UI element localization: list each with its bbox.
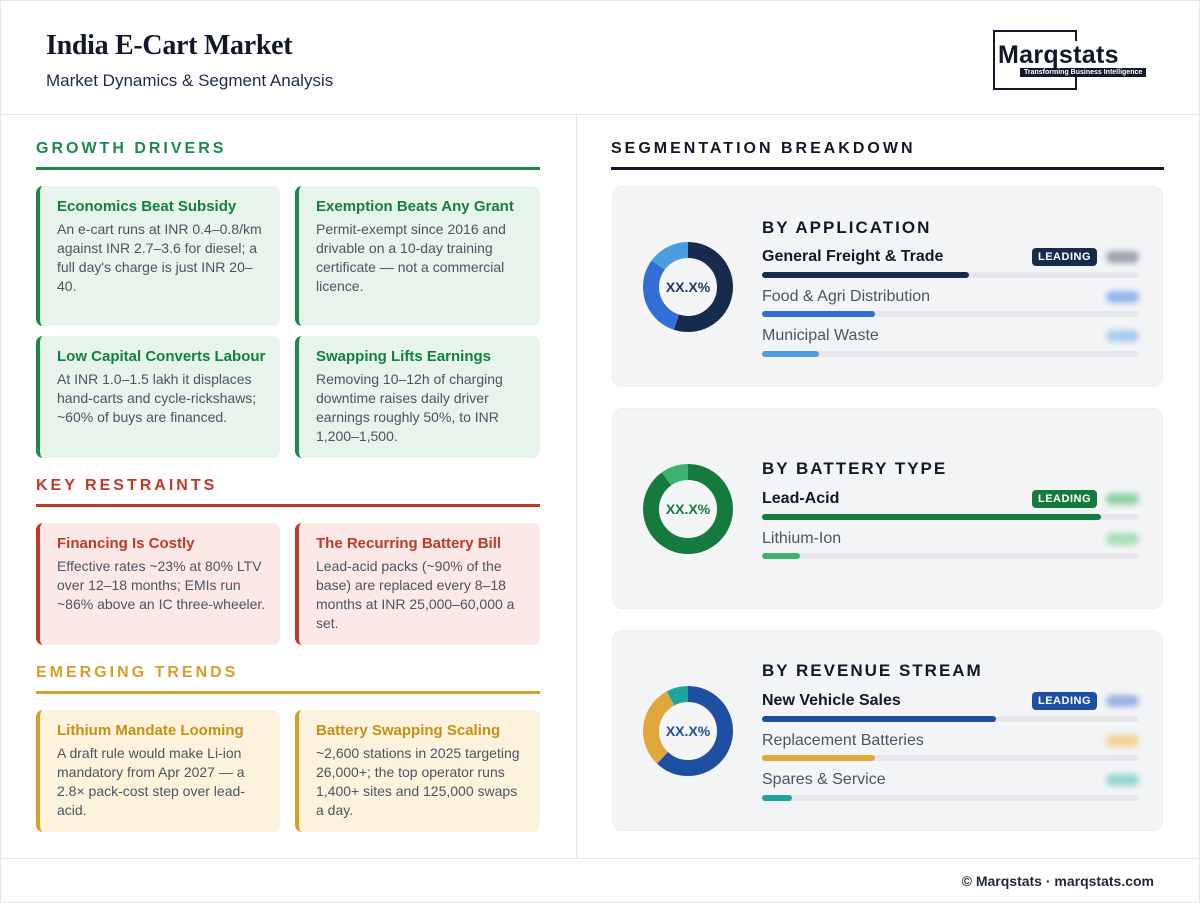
segment-label: Spares & Service bbox=[762, 771, 886, 788]
segment-bar-track bbox=[762, 311, 1139, 317]
segment-label: Municipal Waste bbox=[762, 327, 879, 344]
card-title: Swapping Lifts Earnings bbox=[316, 348, 492, 365]
driver-card: Low Capital Converts Labour At INR 1.0–1… bbox=[36, 336, 280, 458]
card-body: ~2,600 stations in 2025 targeting 26,000… bbox=[316, 745, 520, 818]
segment-panel-application: XX.X% BY APPLICATION General Freight & T… bbox=[612, 186, 1163, 387]
blurred-value bbox=[1106, 251, 1139, 263]
leading-badge: LEADING bbox=[1032, 248, 1097, 266]
card-title: Battery Swapping Scaling bbox=[316, 722, 501, 739]
column-divider bbox=[576, 115, 577, 858]
segment-bar-track bbox=[762, 272, 1139, 278]
segment-bar-track bbox=[762, 716, 1139, 722]
segment-bar-track bbox=[762, 514, 1139, 520]
card-body: Effective rates ~23% at 80% LTV over 12–… bbox=[57, 558, 266, 612]
segment-bar-track bbox=[762, 553, 1139, 559]
key-restraints-heading: KEY RESTRAINTS bbox=[36, 477, 218, 494]
footer-credit: © Marqstats · marqstats.com bbox=[961, 873, 1154, 889]
segment-bar bbox=[762, 553, 800, 559]
card-body: Permit-exempt since 2016 and drivable on… bbox=[316, 221, 506, 294]
card-title: Low Capital Converts Labour bbox=[57, 348, 266, 365]
card-title: Economics Beat Subsidy bbox=[57, 198, 237, 215]
segmentation-heading: SEGMENTATION BREAKDOWN bbox=[611, 140, 916, 157]
blurred-value bbox=[1106, 493, 1139, 505]
segmentation-rule bbox=[611, 167, 1164, 170]
segment-bar bbox=[762, 716, 996, 722]
segment-bar-track bbox=[762, 755, 1139, 761]
donut-slice bbox=[643, 242, 733, 332]
blurred-value bbox=[1106, 695, 1139, 707]
card-title: Financing Is Costly bbox=[57, 535, 195, 552]
donut-slice bbox=[643, 686, 733, 776]
logo: Marqstats bbox=[998, 41, 1123, 70]
panel-title: BY BATTERY TYPE bbox=[762, 459, 948, 478]
segment-label: Food & Agri Distribution bbox=[762, 288, 931, 305]
segment-bar-track bbox=[762, 795, 1139, 801]
card-body: Lead-acid packs (~90% of the base) are r… bbox=[316, 558, 515, 631]
blurred-value bbox=[1106, 291, 1139, 303]
segment-label: New Vehicle Sales bbox=[762, 692, 901, 709]
growth-drivers-heading: GROWTH DRIVERS bbox=[36, 140, 227, 157]
driver-card: Exemption Beats Any Grant Permit-exempt … bbox=[295, 186, 540, 326]
blurred-value bbox=[1106, 533, 1139, 545]
trend-card: Battery Swapping Scaling ~2,600 stations… bbox=[295, 710, 540, 832]
growth-drivers-rule bbox=[36, 167, 540, 170]
header: India E-Cart Market Market Dynamics & Se… bbox=[0, 0, 1200, 115]
donut-label: XX.X% bbox=[666, 501, 711, 517]
segment-bar bbox=[762, 311, 876, 317]
card-title: Lithium Mandate Looming bbox=[57, 722, 244, 739]
card-title: Exemption Beats Any Grant bbox=[316, 198, 514, 215]
card-body: At INR 1.0–1.5 lakh it displaces hand-ca… bbox=[57, 371, 257, 425]
segment-label: Replacement Batteries bbox=[762, 732, 924, 749]
segment-label: Lithium-Ion bbox=[762, 530, 842, 547]
page-title: India E-Cart Market bbox=[46, 30, 293, 61]
application-donut: XX.X% bbox=[643, 242, 733, 332]
segment-bar bbox=[762, 272, 970, 278]
donut-label: XX.X% bbox=[666, 723, 711, 739]
restraint-card: The Recurring Battery Bill Lead-acid pac… bbox=[295, 523, 540, 645]
trend-card: Lithium Mandate Looming A draft rule wou… bbox=[36, 710, 280, 832]
restraint-card: Financing Is Costly Effective rates ~23%… bbox=[36, 523, 280, 645]
segment-panel-revenue: XX.X% BY REVENUE STREAM New Vehicle Sale… bbox=[612, 630, 1163, 831]
revenue-donut: XX.X% bbox=[643, 686, 733, 776]
blurred-value bbox=[1106, 330, 1139, 342]
emerging-trends-heading: EMERGING TRENDS bbox=[36, 664, 239, 681]
segment-label: Lead-Acid bbox=[762, 490, 840, 507]
driver-card: Swapping Lifts Earnings Removing 10–12h … bbox=[295, 336, 540, 458]
leading-badge: LEADING bbox=[1032, 490, 1097, 508]
segment-panel-battery: XX.X% BY BATTERY TYPE Lead-Acid LEADING … bbox=[612, 408, 1163, 609]
donut-arcs bbox=[643, 242, 733, 332]
donut-arcs bbox=[643, 686, 733, 776]
card-body: Removing 10–12h of charging downtime rai… bbox=[316, 371, 503, 444]
card-body: A draft rule would make Li-ion mandatory… bbox=[57, 745, 245, 818]
panel-title: BY APPLICATION bbox=[762, 218, 932, 237]
donut-slice bbox=[643, 242, 733, 332]
blurred-value bbox=[1106, 735, 1139, 747]
donut-label: XX.X% bbox=[666, 279, 711, 295]
segment-bar bbox=[762, 351, 819, 357]
segment-label: General Freight & Trade bbox=[762, 248, 944, 265]
driver-card: Economics Beat Subsidy An e-cart runs at… bbox=[36, 186, 280, 326]
blurred-value bbox=[1106, 774, 1139, 786]
donut-slice bbox=[643, 686, 733, 776]
panel-title: BY REVENUE STREAM bbox=[762, 661, 983, 680]
emerging-trends-rule bbox=[36, 691, 540, 694]
card-body: An e-cart runs at INR 0.4–0.8/km against… bbox=[57, 221, 262, 294]
segment-bar bbox=[762, 514, 1102, 520]
segment-bar bbox=[762, 795, 793, 801]
battery-donut: XX.X% bbox=[643, 464, 733, 554]
donut-arcs bbox=[643, 464, 733, 554]
logo-tagline: Transforming Business Intelligence bbox=[1020, 68, 1147, 77]
page-subtitle: Market Dynamics & Segment Analysis bbox=[46, 71, 334, 90]
footer: © Marqstats · marqstats.com bbox=[0, 858, 1200, 903]
segment-bar-track bbox=[762, 351, 1139, 357]
card-title: The Recurring Battery Bill bbox=[316, 535, 502, 552]
key-restraints-rule bbox=[36, 504, 540, 507]
donut-slice bbox=[643, 464, 733, 554]
segment-bar bbox=[762, 755, 876, 761]
leading-badge: LEADING bbox=[1032, 692, 1097, 710]
